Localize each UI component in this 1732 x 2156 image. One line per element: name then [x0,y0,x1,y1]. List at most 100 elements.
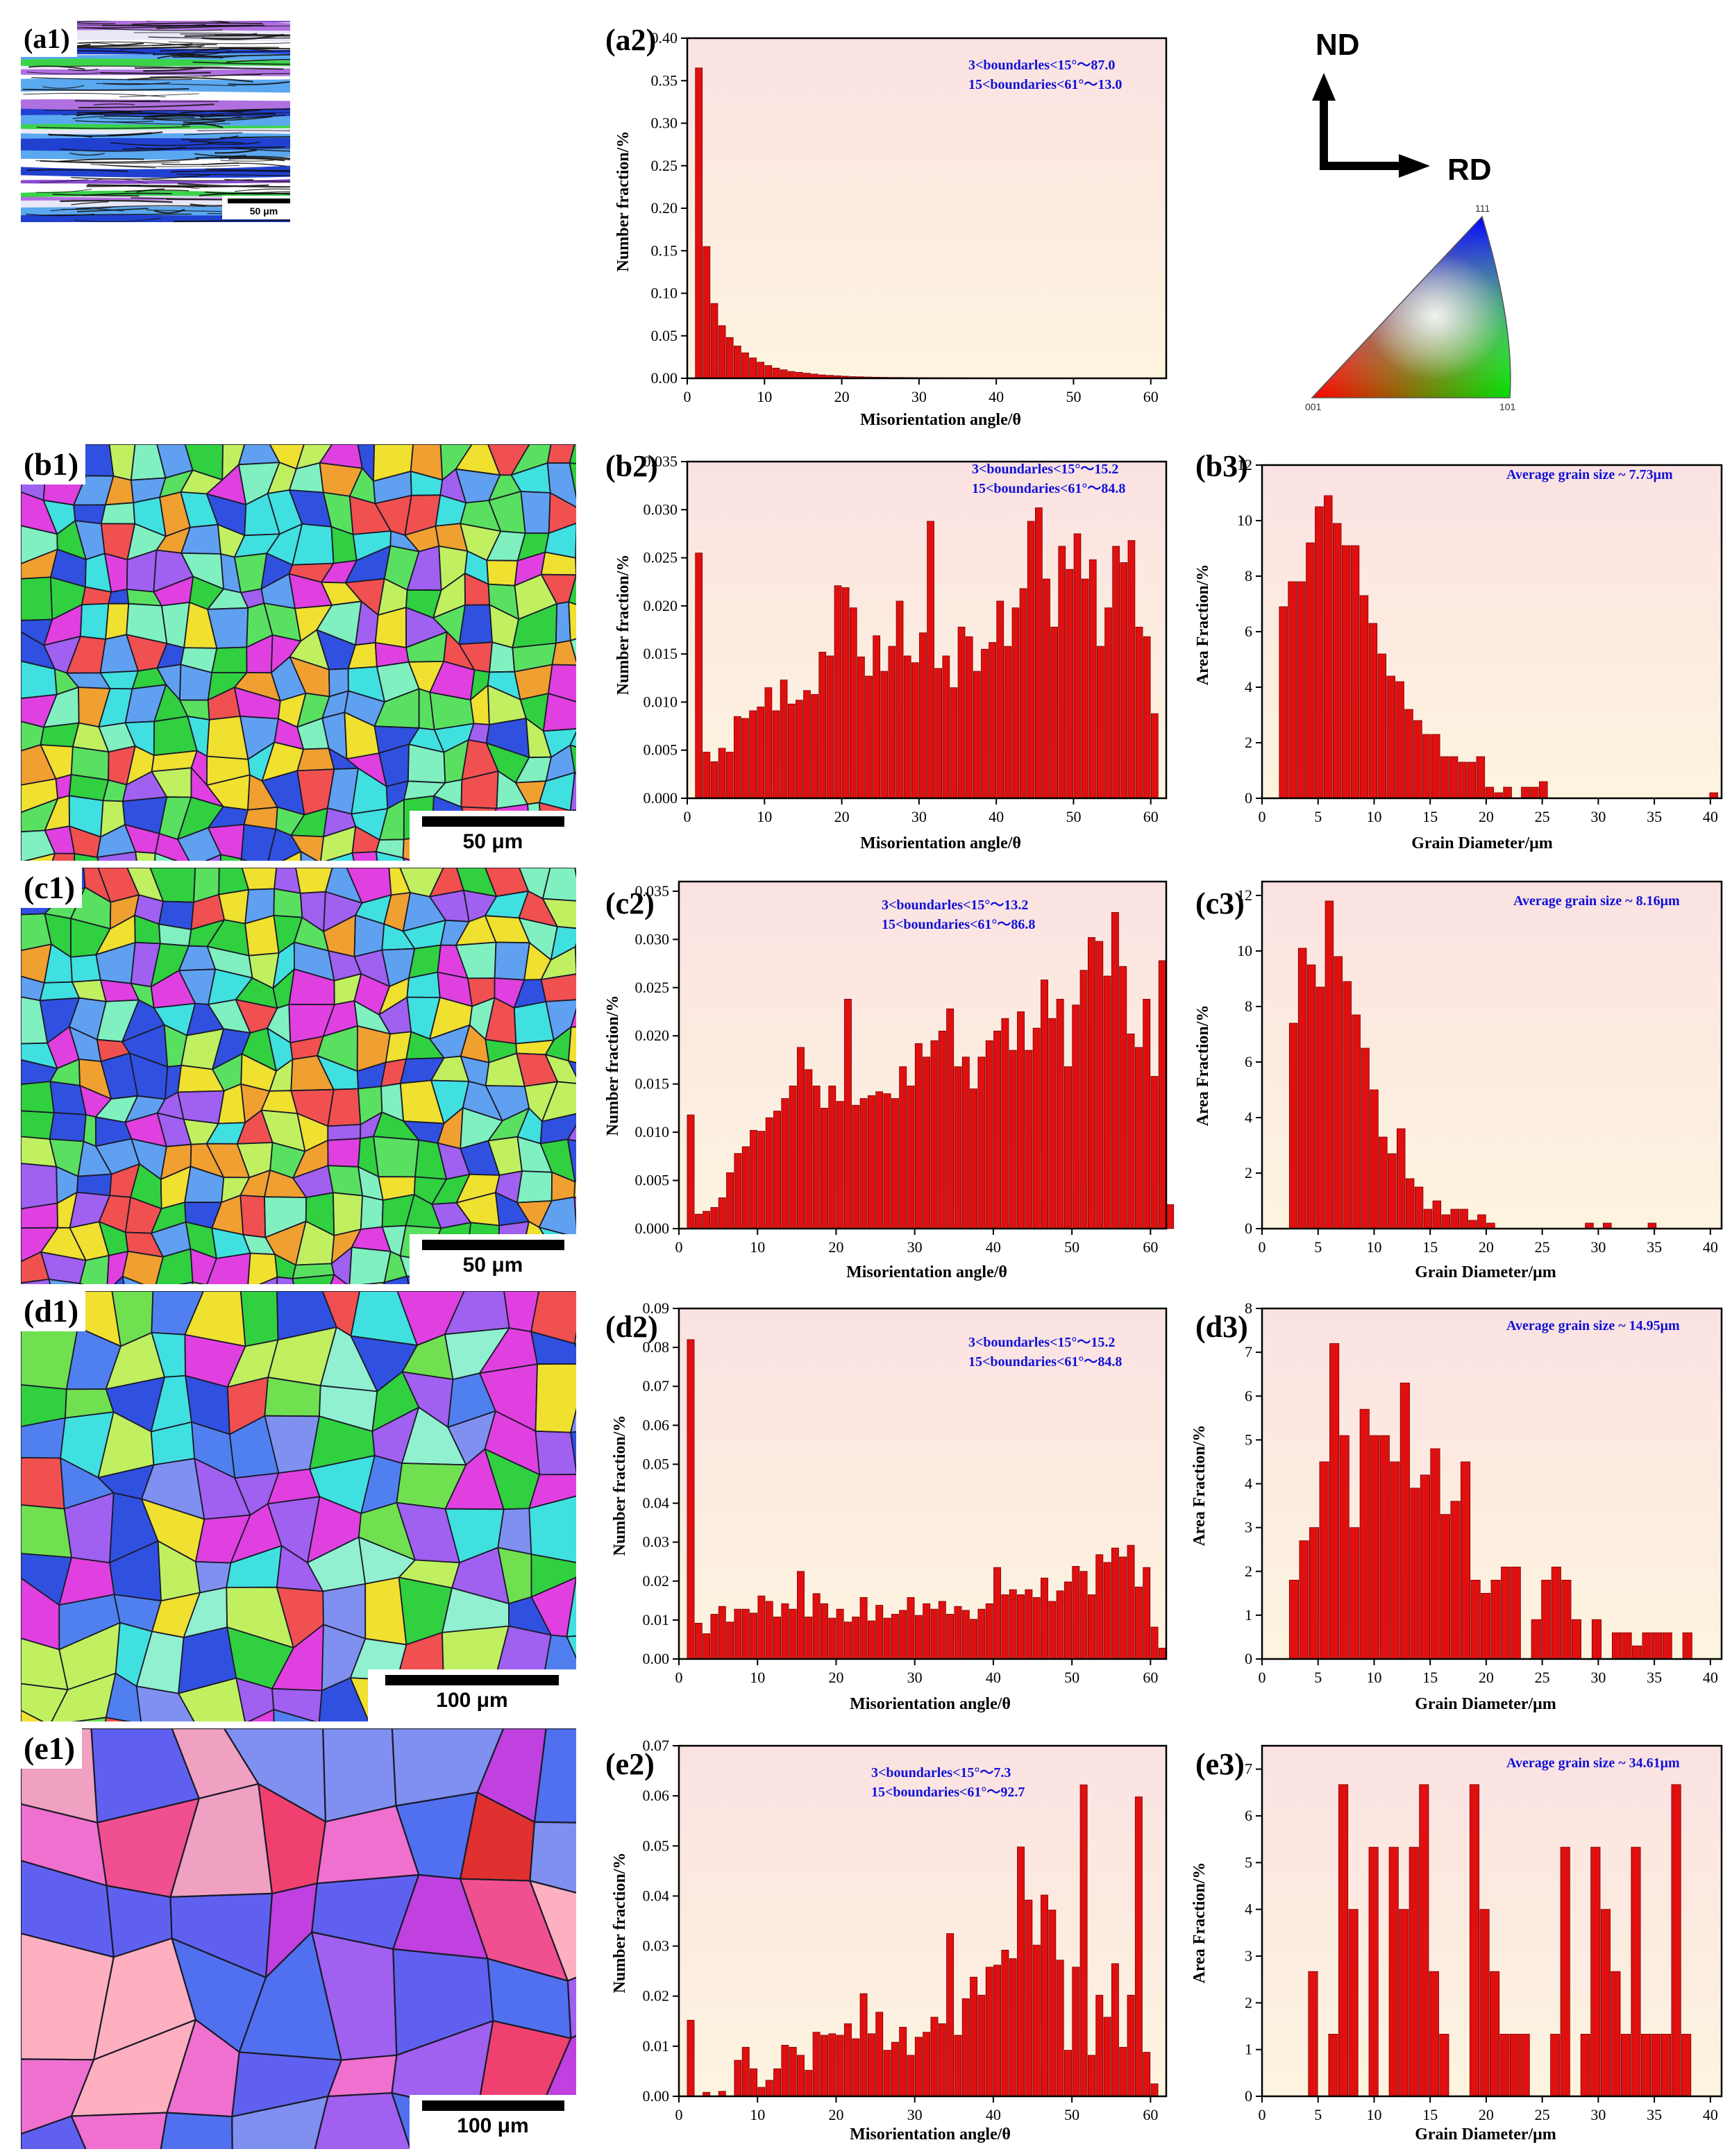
bar [1458,761,1468,799]
y-tick-label: 3 [1245,1947,1252,1964]
bar [1297,948,1307,1229]
boundary-line [76,205,206,210]
y-tick-label: 1 [1245,1606,1252,1624]
bar [687,1339,695,1660]
grain [570,1431,576,1475]
bar [811,693,818,799]
bar [726,1172,734,1229]
x-tick-label: 0 [675,1238,683,1256]
x-tick-label: 35 [1647,2106,1662,2123]
bar [946,1614,955,1660]
bar [781,1603,789,1660]
bar [818,651,827,799]
bar [1097,646,1104,799]
bar [1009,1050,1017,1229]
x-tick-label: 30 [1590,1238,1606,1256]
scale-bar-c1: 50 μm [410,1234,576,1284]
bar [1652,1632,1663,1660]
grain [72,1717,107,1721]
y-tick-label: 5 [1245,1853,1252,1871]
bar [1072,1966,1080,2097]
boundary-line [184,35,290,37]
bar [1430,1448,1440,1660]
grain [555,601,571,644]
bar [961,1056,970,1229]
bar [1590,1846,1601,2097]
bar [757,2087,766,2097]
boundary-line [183,120,226,124]
boundary-line [42,85,85,89]
bar [1079,1784,1088,2097]
grain [351,851,378,861]
bar [797,2055,805,2097]
boundary-line [179,66,239,69]
bar [836,1101,844,1229]
bar [1390,1461,1400,1660]
bar [1409,1846,1419,2097]
bar [843,1622,852,1660]
bar [725,337,734,379]
bar [957,626,966,799]
bar [1359,595,1369,799]
boundary-line [76,208,149,212]
bar [1064,2050,1072,2097]
bar [1468,1220,1477,1229]
grain [78,1283,85,1284]
chart-e2: (e2) 0 10 20 30 40 50 60 0.00 0.01 0.02 0.03 0.04 0.… [604,1728,1173,2149]
bar [694,1213,703,1229]
bar [1485,786,1495,799]
grain [108,589,130,605]
x-tick-label: 10 [750,2106,765,2123]
x-tick-label: 5 [1314,2106,1322,2123]
x-tick-label: 15 [1422,1238,1438,1256]
grain [573,1331,576,1345]
bar [1476,756,1486,799]
grain [160,2112,233,2149]
bar [710,1614,718,1660]
chart-d2-panel-label: (d2) [605,1310,658,1344]
bar [899,2027,907,2097]
y-tick-label: 10 [1237,512,1252,529]
x-tick-label: 30 [911,808,927,825]
grain [178,1677,246,1721]
grain [23,852,56,861]
bar [1651,2034,1661,2097]
plot-frame [1261,1744,1723,2098]
x-tick-label: 60 [1143,388,1159,405]
bar [1299,1540,1309,1660]
bar [1025,1899,1033,2097]
grain [79,1254,110,1284]
bar [1095,941,1104,1229]
bar [961,1610,970,1660]
bar [985,1603,993,1660]
bar [1087,1594,1095,1660]
bar [1477,1214,1486,1229]
bar [703,1633,711,1660]
bar [1120,562,1128,799]
bar [718,1197,726,1229]
y-tick-label: 6 [1245,623,1252,640]
y-tick-label: 3 [1245,1519,1252,1536]
bar [1479,1909,1490,2097]
bar [852,1104,860,1229]
boundary-line [108,132,152,137]
bar [828,1617,836,1660]
bar [765,2080,773,2097]
bar [1571,1619,1581,1660]
bar [1073,533,1082,799]
bar [703,1211,711,1229]
grain [573,1180,576,1199]
x-tick-label: 30 [1590,2106,1606,2123]
bar [852,1616,860,1660]
bar [725,752,734,799]
bar [1370,1089,1379,1229]
bar [1388,1153,1397,1229]
chart-e2-annotation-2: 15<boundaries<61°～92.7 [871,1785,1025,1800]
grain [573,1342,576,1347]
bar [880,671,889,799]
bar [865,675,873,799]
y-tick-label: 0.03 [643,1533,670,1551]
y-tick-label: 0.015 [644,645,678,662]
bar [875,2012,884,2097]
bar [973,671,981,799]
